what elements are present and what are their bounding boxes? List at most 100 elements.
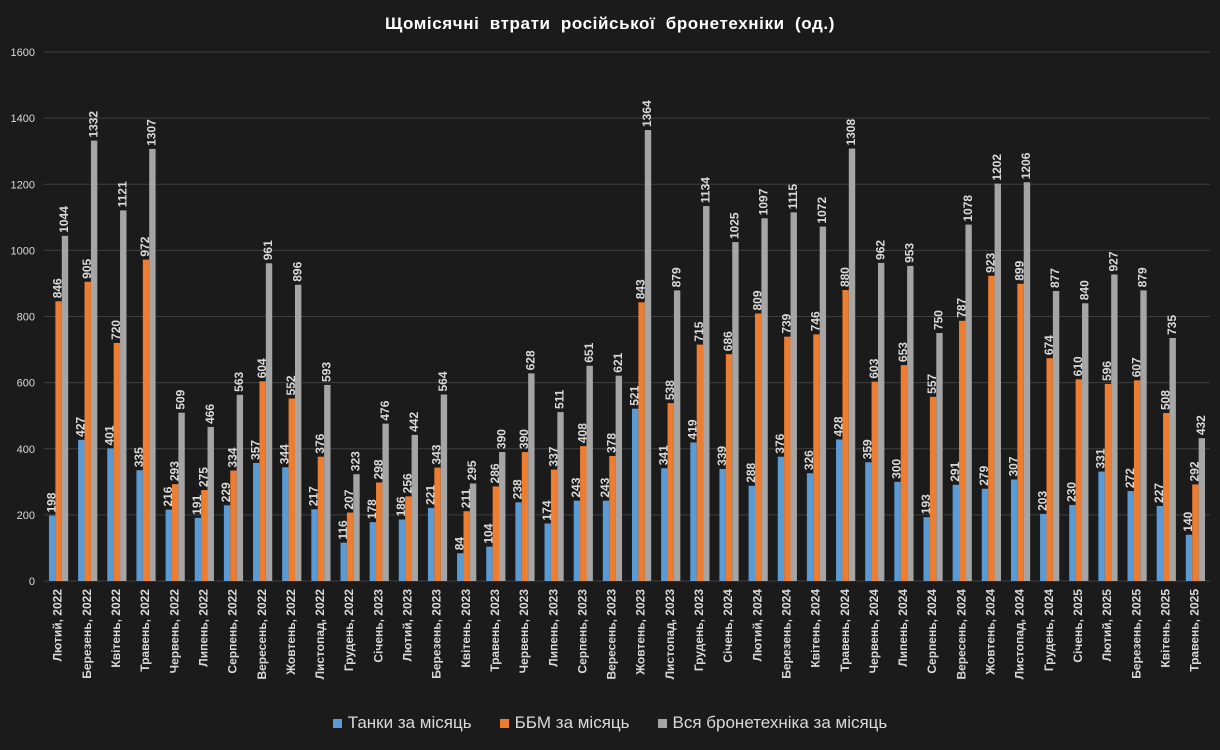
data-label: 243	[569, 477, 583, 497]
bar	[405, 496, 412, 581]
bar	[544, 523, 551, 581]
data-label: 628	[524, 350, 538, 370]
x-tick-label: Грудень, 2022	[342, 589, 356, 671]
data-label: 428	[831, 416, 845, 436]
data-label: 217	[307, 486, 321, 506]
data-label: 843	[634, 279, 648, 299]
bar	[90, 140, 98, 582]
bar	[907, 265, 914, 581]
bar	[288, 398, 295, 581]
data-label: 343	[430, 444, 444, 464]
x-tick-label: Січень, 2024	[721, 589, 735, 663]
data-label: 378	[605, 433, 619, 453]
data-label: 538	[663, 380, 677, 400]
bar	[55, 301, 62, 581]
data-label: 1134	[698, 177, 712, 203]
bar	[732, 242, 739, 581]
data-label: 341	[656, 445, 670, 465]
bar	[784, 336, 791, 581]
bar	[819, 226, 827, 581]
x-tick-label: Червень, 2022	[167, 589, 181, 674]
x-tick-label: Жовтень, 2022	[284, 589, 298, 676]
legend-item-tanks: Танки за місяць	[332, 713, 472, 733]
y-tick-label: 1000	[11, 245, 35, 257]
data-label: 178	[365, 499, 379, 519]
data-label: 432	[1194, 415, 1208, 435]
bar	[1010, 479, 1018, 581]
data-label: 840	[1077, 280, 1091, 300]
bar	[644, 130, 652, 581]
bar	[580, 446, 587, 581]
data-label: 243	[598, 477, 612, 497]
x-tick-label: Травень, 2023	[488, 589, 502, 672]
bar	[813, 334, 820, 581]
bar	[936, 333, 943, 581]
data-label: 229	[219, 482, 233, 502]
data-label: 193	[919, 494, 933, 514]
bar	[253, 462, 260, 581]
x-tick-label: Листопад, 2023	[663, 589, 677, 680]
data-label: 344	[278, 444, 292, 464]
data-label: 334	[226, 447, 240, 467]
data-label: 376	[313, 433, 327, 453]
data-label: 1115	[786, 184, 800, 210]
data-label: 1121	[115, 181, 129, 207]
bar	[499, 452, 506, 581]
legend-swatch-tanks	[332, 718, 342, 728]
bar	[294, 284, 302, 581]
bar	[848, 148, 856, 582]
data-label: 174	[540, 500, 554, 520]
x-tick-label: Квітень, 2025	[1158, 589, 1172, 668]
data-label: 653	[896, 342, 910, 362]
bar	[1198, 438, 1206, 581]
bar	[1075, 379, 1083, 581]
data-label: 275	[196, 467, 210, 487]
bar	[1017, 283, 1024, 581]
data-label: 256	[401, 473, 415, 493]
bar	[1133, 380, 1141, 581]
data-label: 563	[232, 372, 246, 392]
bar	[719, 468, 726, 581]
data-label: 508	[1158, 390, 1172, 410]
data-label: 1332	[86, 111, 100, 138]
data-label: 376	[773, 433, 787, 453]
data-label: 923	[984, 252, 998, 272]
bar	[113, 342, 121, 581]
bar	[981, 488, 989, 581]
bar	[515, 502, 522, 581]
bar	[877, 262, 885, 581]
bar	[586, 365, 593, 581]
data-label: 750	[932, 310, 946, 330]
legend-label-all-armor: Вся бронетехніка за місяць	[672, 713, 888, 732]
data-label: 216	[161, 486, 175, 506]
data-label: 593	[319, 362, 333, 382]
data-label: 651	[582, 342, 596, 362]
data-label: 511	[553, 389, 567, 409]
bar	[894, 481, 901, 581]
bar	[259, 381, 266, 581]
bar	[486, 546, 493, 581]
data-label: 557	[925, 373, 939, 393]
bar	[311, 509, 318, 581]
data-label: 286	[488, 463, 502, 483]
data-label: 564	[436, 371, 450, 391]
x-tick-label: Лютий, 2025	[1100, 589, 1114, 662]
y-tick-label: 1600	[11, 47, 35, 59]
data-label: 552	[284, 375, 298, 395]
bar	[661, 468, 668, 581]
x-tick-label: Травень, 2024	[838, 589, 852, 672]
bar	[382, 423, 389, 581]
x-tick-label: Липень, 2024	[896, 589, 910, 667]
data-label: 221	[423, 485, 437, 505]
data-label: 476	[378, 400, 392, 420]
data-label: 962	[873, 240, 887, 260]
data-label: 877	[1048, 268, 1062, 288]
data-label: 746	[809, 311, 823, 331]
data-label: 720	[109, 320, 123, 340]
data-label: 291	[948, 461, 962, 481]
data-label: 521	[627, 385, 641, 405]
data-label: 509	[174, 389, 188, 409]
data-label: 335	[132, 447, 146, 467]
data-label: 339	[715, 446, 729, 466]
bar	[136, 470, 143, 581]
